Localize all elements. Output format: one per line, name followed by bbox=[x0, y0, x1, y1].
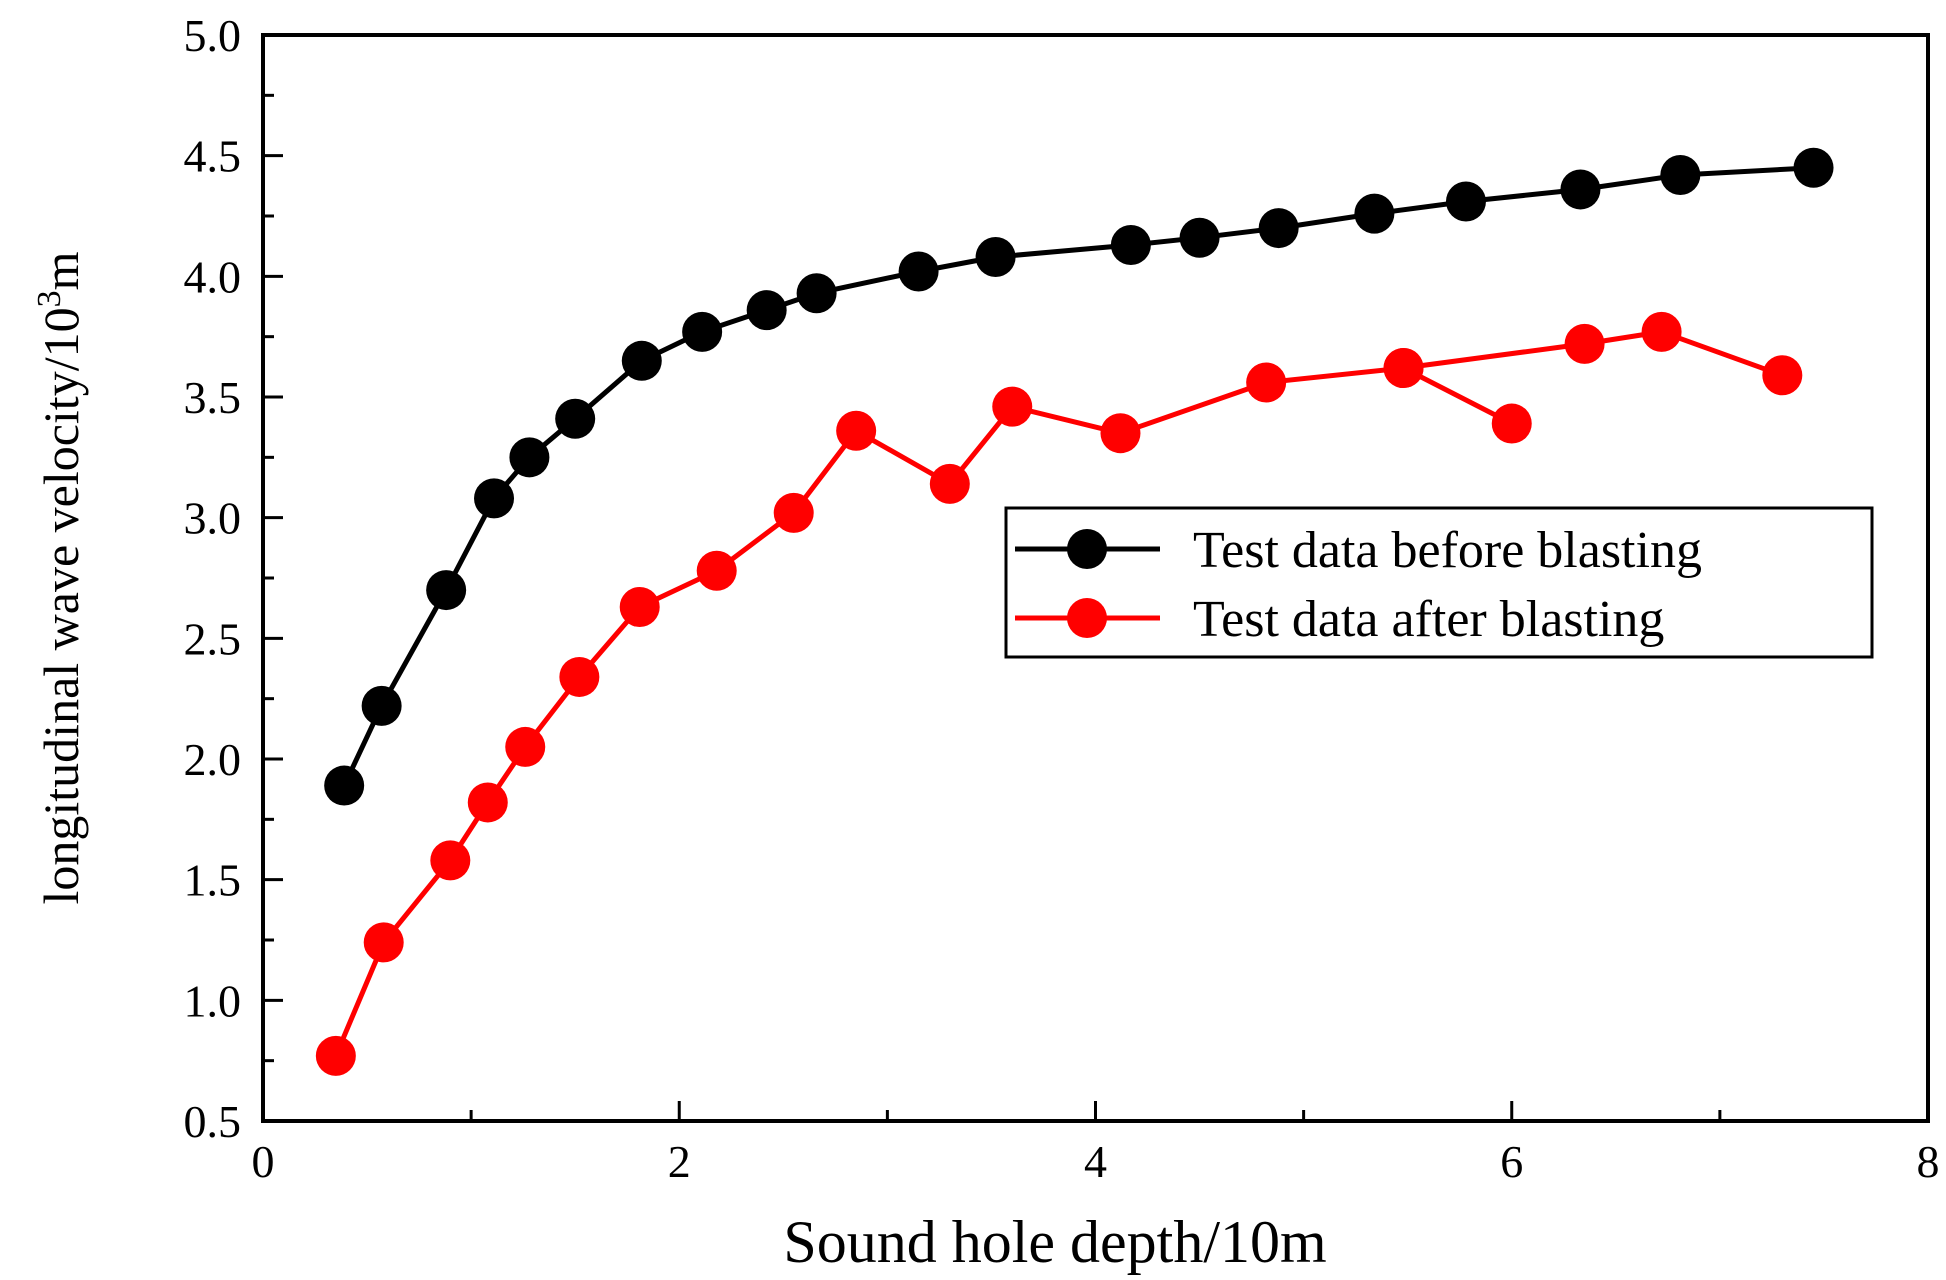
data-point bbox=[1660, 154, 1701, 195]
series-after-blasting bbox=[315, 311, 1803, 1076]
legend-marker-before bbox=[1067, 529, 1107, 569]
legend: Test data before blasting Test data afte… bbox=[1004, 506, 1874, 659]
data-point bbox=[363, 922, 404, 963]
legend-label-after: Test data after blasting bbox=[1193, 591, 1664, 648]
data-point bbox=[505, 726, 546, 767]
y-tick-label: 0.5 bbox=[184, 1096, 242, 1147]
data-point bbox=[1246, 362, 1287, 403]
data-point bbox=[696, 550, 737, 591]
data-point bbox=[992, 386, 1033, 427]
data-point bbox=[1258, 208, 1299, 249]
data-point bbox=[682, 311, 723, 352]
y-axis-title-sup: 3 bbox=[31, 290, 68, 307]
legend-marker-after bbox=[1067, 598, 1107, 638]
data-point bbox=[1793, 147, 1834, 188]
data-point bbox=[1564, 323, 1605, 364]
x-tick-label: 4 bbox=[1084, 1136, 1107, 1187]
data-point bbox=[621, 340, 662, 381]
data-point bbox=[773, 492, 814, 533]
data-point bbox=[619, 586, 660, 627]
series-before-blasting bbox=[324, 147, 1834, 806]
y-tick-label: 2.5 bbox=[184, 613, 242, 664]
data-point bbox=[1354, 193, 1395, 234]
data-point bbox=[361, 685, 402, 726]
data-point bbox=[796, 273, 837, 314]
y-axis-ticks: 0.5 1.0 1.5 2.0 2.5 3.0 3.5 4.0 4.5 5.0 bbox=[184, 10, 283, 1147]
data-point bbox=[836, 410, 877, 451]
y-axis-title-main: longitudinal wave velocity/10 bbox=[33, 307, 89, 904]
y-tick-label: 4.5 bbox=[184, 131, 242, 182]
legend-box bbox=[1004, 506, 1874, 659]
y-axis-title: longitudinal wave velocity/103m bbox=[31, 251, 89, 904]
y-tick-label: 4.0 bbox=[184, 251, 242, 302]
data-point bbox=[1560, 169, 1601, 210]
data-point bbox=[1491, 403, 1532, 444]
data-point bbox=[975, 237, 1016, 278]
x-tick-label: 0 bbox=[252, 1136, 275, 1187]
data-point bbox=[315, 1035, 356, 1076]
x-tick-label: 6 bbox=[1500, 1136, 1523, 1187]
data-point bbox=[426, 570, 467, 611]
data-point bbox=[746, 290, 787, 331]
x-axis-ticks: 0 2 4 6 8 bbox=[252, 1101, 1940, 1187]
x-tick-label: 2 bbox=[668, 1136, 691, 1187]
data-point bbox=[1762, 355, 1803, 396]
y-tick-label: 2.0 bbox=[184, 734, 242, 785]
series-layer bbox=[315, 147, 1834, 1076]
data-point bbox=[1110, 224, 1151, 265]
x-axis-title: Sound hole depth/10m bbox=[783, 1209, 1326, 1275]
y-tick-label: 1.0 bbox=[184, 975, 242, 1026]
data-point bbox=[430, 840, 471, 881]
y-tick-label: 3.0 bbox=[184, 493, 242, 544]
data-point bbox=[509, 437, 550, 478]
data-point bbox=[324, 765, 365, 806]
data-point bbox=[467, 782, 508, 823]
legend-label-before: Test data before blasting bbox=[1193, 522, 1702, 579]
data-point bbox=[1100, 413, 1141, 454]
data-point bbox=[1179, 217, 1220, 258]
data-point bbox=[929, 463, 970, 504]
y-axis-title-suffix: m bbox=[33, 251, 89, 290]
data-point bbox=[1641, 311, 1682, 352]
y-tick-label: 3.5 bbox=[184, 372, 242, 423]
data-point bbox=[1383, 348, 1424, 389]
data-point bbox=[474, 478, 515, 519]
data-point bbox=[898, 251, 939, 292]
y-tick-label: 1.5 bbox=[184, 855, 242, 906]
y-tick-label: 5.0 bbox=[184, 10, 242, 61]
data-point bbox=[555, 398, 596, 439]
x-tick-label: 8 bbox=[1917, 1136, 1940, 1187]
data-point bbox=[1445, 181, 1486, 222]
data-point bbox=[559, 656, 600, 697]
